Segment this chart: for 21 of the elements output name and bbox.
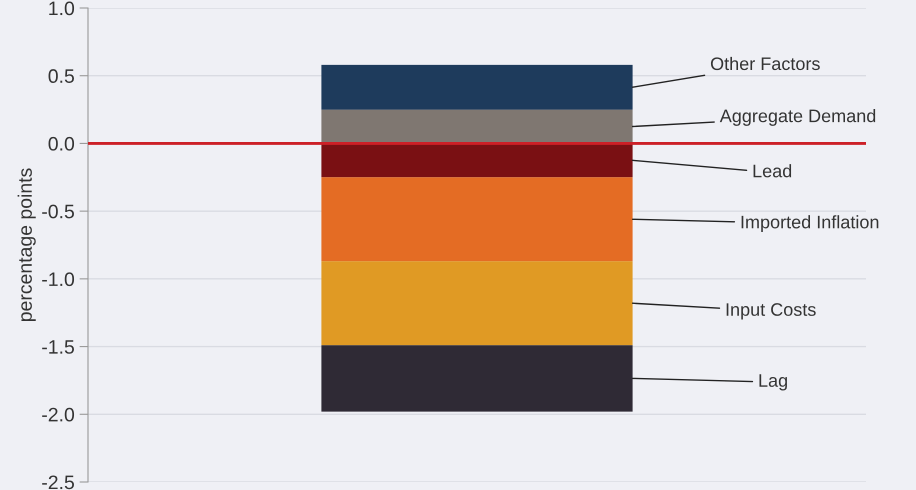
bar (321, 177, 633, 262)
text: Imported Inflation (742, 215, 878, 232)
text: Lead (754, 164, 792, 178)
text: Aggregate Demand (720, 109, 876, 126)
y-tick-label: -0.5 (42, 204, 74, 218)
bar (321, 110, 633, 144)
text: Lag (759, 374, 787, 390)
y-tick-label: 0.5 (48, 69, 74, 83)
y-tick-label: 0.0 (48, 136, 74, 151)
y-axis-title: percentage points (18, 168, 36, 322)
bar (321, 143, 633, 178)
y-tick-label: -2.0 (42, 408, 74, 422)
y-tick-label: -1.0 (42, 272, 74, 286)
bar (321, 261, 633, 346)
bar (321, 64, 633, 110)
bar (321, 345, 633, 412)
y-tick-label: -2.5 (42, 475, 74, 490)
y-tick-label: 1.0 (49, 1, 74, 16)
text: Other Factors (710, 56, 820, 70)
text: Input Costs (726, 303, 816, 320)
y-tick-label: -1.5 (42, 340, 74, 354)
